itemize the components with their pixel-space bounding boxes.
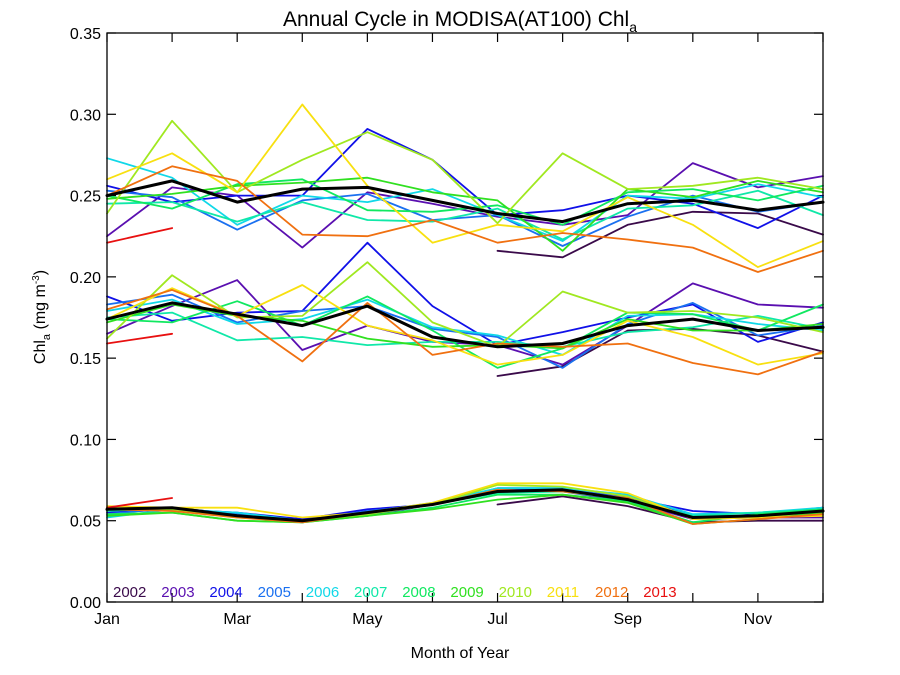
legend-item-2008: 2008 [402, 584, 435, 601]
y-tick-label: 0.05 [70, 514, 101, 531]
y-tick-label: 0.25 [70, 189, 101, 206]
series-2006-median-line [106, 298, 824, 356]
series-2005-upper-line [106, 189, 824, 247]
legend-item-2010: 2010 [499, 584, 532, 601]
legend-item-2003: 2003 [161, 584, 194, 601]
x-tick-label: Nov [744, 611, 772, 628]
y-tick-label: 0.30 [70, 107, 101, 124]
series-2009-upper-line [106, 176, 824, 252]
legend-item-2007: 2007 [354, 584, 387, 601]
plot-frame [106, 32, 824, 603]
y-tick-label: 0.10 [70, 432, 101, 449]
series-2004-upper-line [106, 128, 824, 229]
legend-item-2004: 2004 [209, 584, 242, 601]
chart-title: Annual Cycle in MODISA(AT100) Chla [283, 8, 637, 35]
y-tick-label: 0.35 [70, 26, 101, 43]
legend-item-2005: 2005 [258, 584, 291, 601]
climatology-median-line [105, 301, 825, 349]
series-2009-median-line [106, 303, 824, 350]
legend: 2002 2003 2004 2005 2006 2007 2008 2009 2010 2011… [113, 584, 677, 601]
series-2011-lower-line [106, 482, 824, 520]
x-tick-label: May [352, 611, 382, 628]
series-2013-median-line [106, 332, 173, 345]
series-2010-upper-line [106, 119, 824, 225]
y-tick-label: 0.20 [70, 270, 101, 287]
legend-item-2013: 2013 [643, 584, 676, 601]
x-axis-ticks: Jan Mar May Jul Sep Nov [94, 33, 824, 628]
y-axis-label-superscript: -3 [31, 275, 42, 284]
y-tick-label: 0.00 [70, 595, 101, 612]
y-axis-label-subscript: a [41, 333, 53, 340]
series-2013-lower-line [106, 497, 173, 509]
x-tick-label: Sep [613, 611, 642, 628]
series-2010-median-line [106, 261, 824, 348]
series-2002-upper-line [496, 210, 824, 259]
chart-title-main: Annual Cycle in MODISA(AT100) Chl [283, 8, 629, 31]
series-2003-upper-line [106, 162, 824, 249]
series-2003-median-line [106, 279, 824, 366]
legend-item-2006: 2006 [306, 584, 339, 601]
series-2006-upper-line [106, 157, 824, 242]
series-2011-upper-line [106, 103, 824, 268]
y-axis-label-close: ) [32, 270, 49, 275]
x-tick-label: Jan [94, 611, 120, 628]
legend-item-2012: 2012 [595, 584, 628, 601]
series-2008-upper-line [106, 178, 824, 226]
x-tick-label: Jul [487, 611, 507, 628]
y-tick-label: 0.15 [70, 351, 101, 368]
legend-item-2009: 2009 [450, 584, 483, 601]
series-2012-upper-line [106, 165, 824, 273]
y-axis-label-main: Chl [32, 340, 49, 364]
series-2013-upper-line [106, 227, 173, 244]
chart-title-subscript: a [629, 19, 637, 35]
x-axis-label: Month of Year [411, 645, 510, 662]
legend-item-2011: 2011 [547, 584, 579, 601]
climatology-lower-line [105, 488, 825, 523]
y-axis-label-units: (mg m [32, 284, 49, 334]
legend-item-2002: 2002 [113, 584, 146, 601]
series-lines [105, 103, 825, 525]
series-2005-median-line [106, 293, 824, 369]
climatology-upper-line [105, 179, 825, 224]
y-axis-label: Chla (mg m-3) [31, 270, 53, 364]
y-axis-ticks: 0.00 0.05 0.10 0.15 0.20 0.25 0.30 0.35 [70, 26, 823, 612]
x-tick-label: Mar [223, 611, 251, 628]
